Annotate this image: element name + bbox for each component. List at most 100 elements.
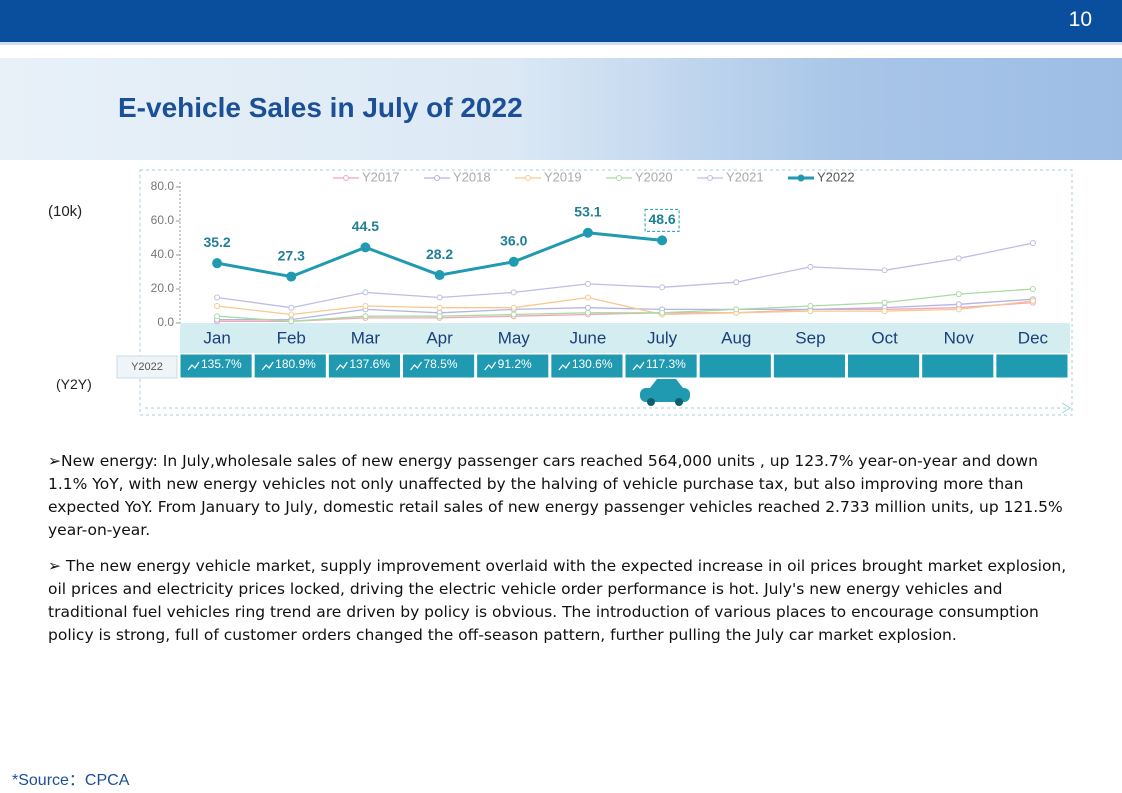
legend-marker xyxy=(707,175,713,181)
data-point xyxy=(214,303,221,309)
series-line xyxy=(217,288,1033,322)
data-point xyxy=(584,280,591,287)
data-point xyxy=(436,294,443,301)
legend-label: Y2022 xyxy=(817,169,855,184)
x-tick-label: Mar xyxy=(351,328,381,347)
data-label: 53.1 xyxy=(574,203,601,219)
legend-marker xyxy=(525,175,531,181)
x-tick-label: June xyxy=(569,328,606,347)
data-point xyxy=(510,311,517,318)
x-tick-label: July xyxy=(647,328,678,347)
legend-marker xyxy=(616,175,622,181)
x-tick-label: Jan xyxy=(203,328,230,347)
data-point xyxy=(508,256,519,267)
trend-icon xyxy=(632,361,645,371)
yoy-value: 117.3% xyxy=(646,357,686,371)
chart: 0.0 20.0 40.0 60.0 80.0 Jan Feb Mar Apr May June Ju… xyxy=(116,169,1073,416)
data-point xyxy=(733,279,740,286)
data-point xyxy=(360,242,371,253)
data-point xyxy=(881,308,888,315)
trend-icon xyxy=(484,361,497,371)
data-point xyxy=(807,308,814,315)
category-band xyxy=(180,323,1070,353)
yoy-cell xyxy=(772,353,846,379)
series-line xyxy=(217,296,1033,316)
legend-marker xyxy=(343,175,349,181)
title-band xyxy=(0,58,1122,160)
trend-icon xyxy=(335,361,348,371)
yoy-cell xyxy=(476,353,550,379)
data-label: 28.2 xyxy=(426,246,453,262)
data-point xyxy=(733,306,740,313)
source-note: *Source：CPCA xyxy=(12,772,130,789)
series-line xyxy=(217,298,1033,321)
data-point xyxy=(659,309,666,316)
data-point xyxy=(212,258,223,269)
car-icon xyxy=(640,379,690,406)
series-line xyxy=(216,242,1034,309)
yoy-value: 91.2% xyxy=(498,357,532,371)
data-point xyxy=(584,294,591,301)
data-point xyxy=(881,267,888,274)
yoy-cell xyxy=(847,353,921,379)
yoy-unit-label: (Y2Y) xyxy=(56,376,92,392)
data-point xyxy=(434,270,445,281)
data-point xyxy=(1029,240,1036,247)
data-point xyxy=(657,235,668,246)
data-point xyxy=(362,303,369,309)
data-point xyxy=(288,311,295,318)
x-tick-label: Dec xyxy=(1018,328,1049,347)
y-tick-label: 0.0 xyxy=(157,315,174,329)
data-point xyxy=(510,304,517,311)
data-label: 35.2 xyxy=(203,234,230,250)
yoy-cell xyxy=(327,353,402,379)
legend-marker xyxy=(797,174,805,182)
yoy-value: 130.6% xyxy=(572,357,613,371)
x-tick-label: Aug xyxy=(721,328,751,347)
y-unit-label: (10k) xyxy=(48,203,83,220)
x-tick-label: Feb xyxy=(277,328,306,347)
yoy-cell xyxy=(698,353,772,379)
y-tick-label: 20.0 xyxy=(151,281,175,295)
paragraph: ➢ The new energy vehicle market, supply … xyxy=(48,557,1067,644)
data-point xyxy=(955,291,962,298)
data-point xyxy=(582,227,593,238)
yoy-cell xyxy=(624,353,698,379)
data-point xyxy=(362,289,369,296)
x-tick-label: Sep xyxy=(795,328,825,347)
x-tick-label: Apr xyxy=(426,328,453,347)
data-point xyxy=(955,255,962,262)
data-label: 36.0 xyxy=(500,233,527,249)
trend-icon xyxy=(410,361,422,371)
data-point xyxy=(1029,297,1036,304)
yoy-name-cell xyxy=(116,355,178,379)
top-bar xyxy=(0,0,1122,42)
x-tick-label: May xyxy=(498,328,531,347)
timeline-arrow xyxy=(1061,402,1071,414)
y-tick-label: 80.0 xyxy=(151,179,175,193)
yoy-cell xyxy=(921,353,995,379)
yoy-value: 137.6% xyxy=(349,357,390,371)
data-point xyxy=(807,303,814,309)
yoy-value: 135.7% xyxy=(201,357,242,371)
data-point xyxy=(510,289,517,296)
label-box xyxy=(644,208,680,232)
data-point xyxy=(214,294,221,301)
trend-icon xyxy=(558,361,571,371)
data-point xyxy=(288,304,295,311)
data-point xyxy=(807,263,814,270)
data-point xyxy=(584,309,591,316)
legend-label: Y2020 xyxy=(635,169,673,184)
paragraph: ➢New energy: In July,wholesale sales of … xyxy=(48,452,1063,539)
yoy-cell xyxy=(179,353,253,379)
data-label: 48.6 xyxy=(648,211,675,227)
x-tick-label: Oct xyxy=(871,328,898,347)
data-point xyxy=(362,313,369,320)
data-point xyxy=(659,284,666,291)
page-number: 10 xyxy=(1068,8,1092,31)
legend-marker xyxy=(434,175,440,181)
yoy-value: 78.5% xyxy=(424,357,458,371)
legend-label: Y2019 xyxy=(544,169,582,184)
data-point xyxy=(955,306,962,313)
